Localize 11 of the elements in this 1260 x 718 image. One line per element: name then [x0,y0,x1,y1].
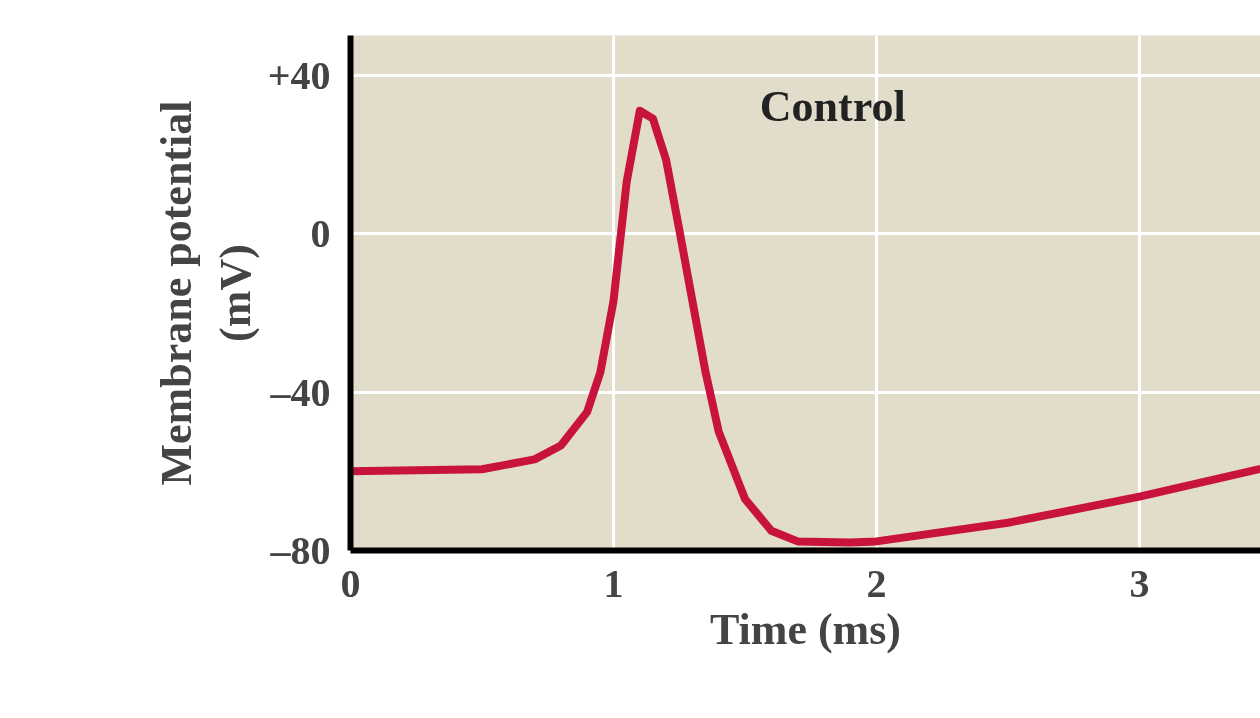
y-tick-label: +40 [267,52,331,98]
y-tick-label: –40 [269,369,331,415]
y-tick-label: –80 [269,528,331,573]
x-tick-label: 0 [340,560,361,606]
x-axis-title: Time (ms) [709,604,902,654]
y-axis-title: Membrane potential (mV) [151,100,260,486]
y-tick-label: 0 [310,211,331,257]
x-tick-label: 3 [1129,560,1150,606]
text: Control [759,81,906,131]
x-tick-label: 2 [866,560,887,606]
x-tick-label: 1 [603,560,624,606]
